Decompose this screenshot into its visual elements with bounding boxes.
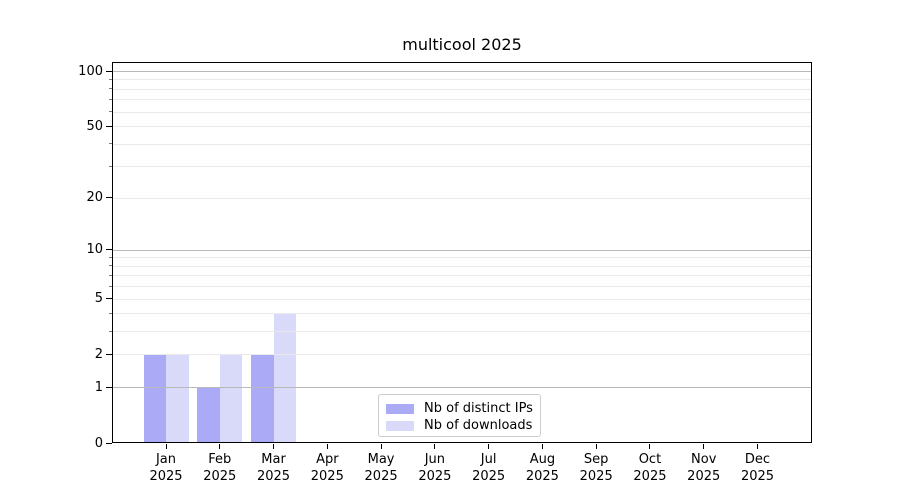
gridline-minor	[113, 126, 811, 128]
legend-label-distinct-ips: Nb of distinct IPs	[424, 400, 533, 416]
gridline-minor	[113, 275, 811, 277]
legend-swatch-downloads	[386, 420, 414, 431]
y-tick-label: 20	[86, 190, 103, 206]
gridline-minor	[113, 88, 811, 90]
y-tick-mark	[106, 197, 112, 199]
x-tick-label-mar: Mar 2025	[256, 452, 291, 484]
x-tick-mark	[219, 444, 221, 449]
y-tick-mark	[106, 70, 112, 72]
y-minor-tick-mark	[109, 330, 112, 332]
x-tick-label-oct: Oct 2025	[633, 452, 667, 484]
y-minor-tick-mark	[109, 111, 112, 113]
gridline-minor	[113, 197, 811, 199]
y-tick-label: 10	[86, 242, 103, 258]
y-tick-label: 2	[94, 346, 103, 362]
y-tick-label: 50	[86, 118, 103, 134]
x-tick-label-jan: Jan 2025	[149, 452, 183, 484]
x-tick-mark	[273, 444, 275, 449]
gridline-major	[113, 387, 811, 389]
y-tick-mark	[106, 386, 112, 388]
y-minor-tick-mark	[109, 165, 112, 167]
x-tick-mark	[326, 444, 328, 449]
gridline-major	[113, 71, 811, 73]
y-minor-tick-mark	[109, 285, 112, 287]
y-minor-tick-mark	[109, 274, 112, 276]
y-minor-tick-mark	[109, 78, 112, 80]
x-tick-label-apr: Apr 2025	[310, 452, 344, 484]
legend-label-downloads: Nb of downloads	[424, 417, 533, 433]
y-tick-mark	[106, 442, 112, 444]
y-tick-label: 0	[94, 435, 103, 451]
gridline-minor	[113, 286, 811, 288]
x-tick-label-sep: Sep 2025	[579, 452, 613, 484]
x-tick-label-aug: Aug 2025	[525, 452, 559, 484]
y-minor-tick-mark	[109, 88, 112, 90]
y-tick-label: 5	[94, 291, 103, 307]
y-tick-label: 100	[78, 63, 103, 79]
gridline-minor	[113, 166, 811, 168]
x-tick-mark	[380, 444, 382, 449]
x-tick-mark	[434, 444, 436, 449]
x-tick-label-nov: Nov 2025	[687, 452, 721, 484]
x-tick-mark	[703, 444, 705, 449]
bar-downloads-feb	[219, 354, 243, 443]
y-tick-label: 1	[94, 379, 103, 395]
gridline-minor	[113, 111, 811, 113]
gridline-minor	[113, 265, 811, 267]
gridline-major	[113, 249, 811, 251]
y-minor-tick-mark	[109, 143, 112, 145]
bar-downloads-jan	[166, 354, 189, 443]
x-tick-label-feb: Feb 2025	[203, 452, 237, 484]
x-tick-mark	[595, 444, 597, 449]
y-minor-tick-mark	[109, 256, 112, 258]
plot-area	[112, 62, 812, 443]
y-minor-tick-mark	[109, 312, 112, 314]
gridline-minor	[113, 331, 811, 333]
bar-downloads-mar	[273, 313, 297, 443]
y-minor-tick-mark	[109, 265, 112, 267]
legend-swatch-distinct-ips	[386, 403, 414, 414]
gridline-minor	[113, 99, 811, 101]
x-tick-mark	[649, 444, 651, 449]
gridline-minor	[113, 257, 811, 259]
y-tick-mark	[106, 125, 112, 127]
y-minor-tick-mark	[109, 98, 112, 100]
y-tick-mark	[106, 298, 112, 300]
x-tick-label-jun: Jun 2025	[418, 452, 452, 484]
x-tick-mark	[488, 444, 490, 449]
bar-distinct-ips-mar	[251, 354, 274, 443]
y-tick-mark	[106, 249, 112, 251]
gridline-minor	[113, 143, 811, 145]
gridline-minor	[113, 79, 811, 81]
x-tick-mark	[757, 444, 758, 449]
legend-item-distinct-ips: Nb of distinct IPs	[386, 400, 533, 417]
bar-distinct-ips-jan	[143, 354, 166, 443]
gridline-minor	[113, 313, 811, 315]
x-tick-label-jul: Jul 2025	[472, 452, 506, 484]
chart-title: multicool 2025	[402, 35, 522, 54]
legend: Nb of distinct IPs Nb of downloads	[378, 394, 541, 437]
x-tick-mark	[541, 444, 543, 449]
x-tick-label-dec: Dec 2025	[740, 452, 775, 484]
x-tick-label-may: May 2025	[364, 452, 398, 484]
x-tick-mark	[165, 444, 167, 449]
bar-distinct-ips-feb	[197, 387, 220, 443]
y-tick-mark	[106, 353, 112, 355]
legend-item-downloads: Nb of downloads	[386, 417, 532, 434]
gridline-minor	[113, 298, 811, 300]
gridline-minor	[113, 354, 811, 356]
